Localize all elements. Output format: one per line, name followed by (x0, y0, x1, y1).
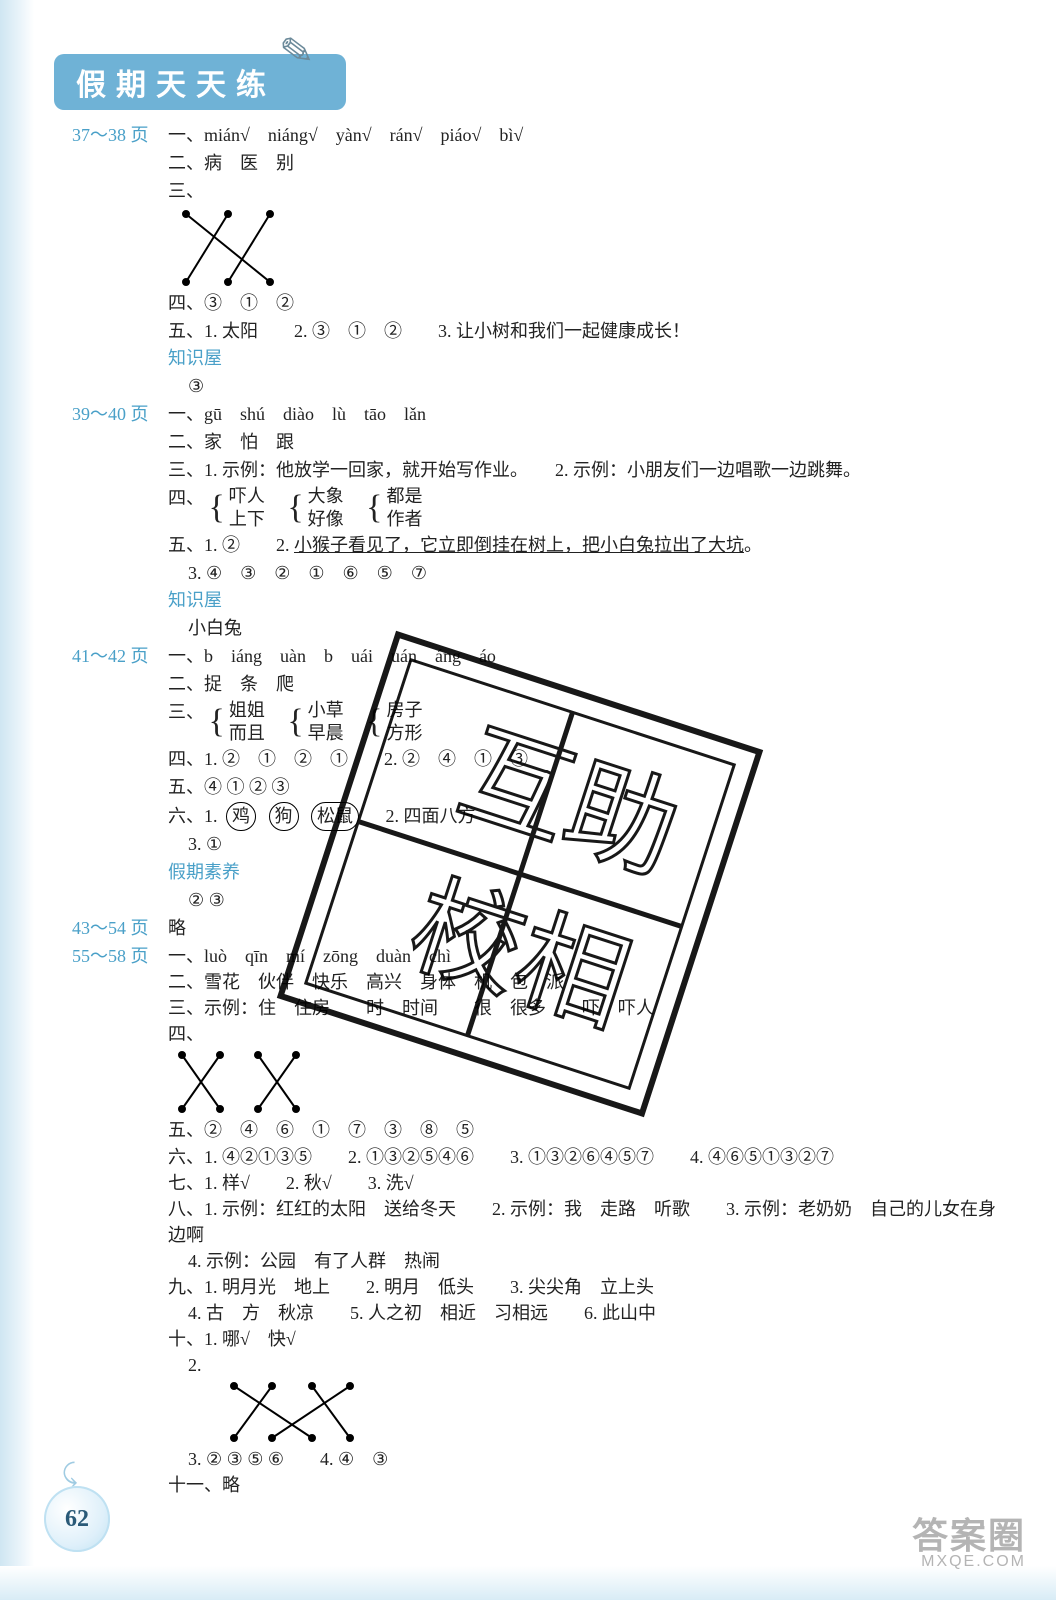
brace-item: 好像 (308, 508, 344, 531)
answer-line: 六、1. ④②①③⑤ 2. ①③②⑤④⑥ 3. ①③②⑥④⑤⑦ 4. ④⑥⑤①③… (168, 1144, 996, 1170)
text: 六、1. (168, 806, 222, 826)
answer-line: 六、1. 鸡 狗 松鼠 2. 四面八方 (168, 802, 996, 832)
page-left-margin (0, 0, 34, 1600)
answer-line: ③ (168, 373, 996, 401)
page-ref: 55～58 页 (72, 943, 168, 971)
matching-diagram (198, 1378, 368, 1446)
page-ref: 39～40 页 (72, 401, 168, 429)
answer-line: 十一、略 (168, 1472, 996, 1498)
answer-line: 五、1. ② 2. 小猴子看见了，它立即倒挂在树上，把小白兔拉出了大坑。 (168, 532, 996, 560)
label: 四、 (168, 488, 204, 508)
circled-word: 松鼠 (311, 802, 359, 832)
circled-word: 狗 (269, 802, 299, 832)
answer-line: 2. (168, 1352, 996, 1378)
answer-line: 四、 { 吓人上下 { 大象好像 { 都是作者 (168, 485, 996, 532)
answer-line: 一、b iáng uàn b uái uán áng áo (168, 643, 996, 671)
answer-line: 五、④ ① ② ③ (168, 774, 996, 802)
brace-item: 早晨 (308, 722, 344, 745)
brace-item: 房子 (386, 699, 422, 722)
answer-line: 二、捉 条 爬 (168, 671, 996, 699)
brace-item: 大象 (308, 485, 344, 508)
answer-line: 一、gū shú diào lù tāo lǎn (168, 401, 996, 429)
brace-group: { 姐姐而且 (209, 699, 265, 746)
watermark-url: MXQE.COM (912, 1554, 1026, 1570)
watermark-text: 答案圈 (912, 1518, 1026, 1554)
answer-line: 一、luò qīn mí zōng duàn chì (168, 943, 996, 969)
answer-line: 二、家 怕 跟 (168, 429, 996, 457)
circled-word: 鸡 (226, 802, 256, 832)
subsection-label: 知识屋 (168, 587, 996, 615)
page-bottom-margin (0, 1566, 1056, 1600)
matching-diagram (168, 206, 298, 290)
brace-item: 上下 (229, 508, 265, 531)
page-title: 假期天天练 (76, 60, 276, 104)
page-number-badge: 62 (44, 1486, 110, 1552)
subsection-label: 知识屋 (168, 345, 996, 373)
brace-icon: { (366, 491, 386, 525)
brace-icon: { (209, 705, 229, 739)
matching-diagram (168, 1047, 308, 1117)
answer-line: 3. ④ ③ ② ① ⑥ ⑤ ⑦ (168, 560, 996, 588)
brace-item: 小草 (308, 699, 344, 722)
text: 。 (744, 535, 762, 555)
brace-group: { 吓人上下 (209, 485, 265, 532)
brace-item: 都是 (386, 485, 422, 508)
answer-line: 二、病 医 别 (168, 150, 996, 178)
text: 五、1. ② 2. (168, 535, 294, 555)
answer-line: 二、雪花 伙伴 快乐 高兴 身体 机 包 派 (168, 969, 996, 995)
brace-icon: { (209, 491, 229, 525)
answer-line: 3. ② ③ ⑤ ⑥ 4. ④ ③ (168, 1446, 996, 1472)
answer-line: 八、1. 示例：红红的太阳 送给冬天 2. 示例：我 走路 听歌 3. 示例：老… (168, 1196, 996, 1248)
answer-line: 四、 (168, 1021, 996, 1047)
underlined-text: 小猴子看见了，它立即倒挂在树上，把小白兔拉出了大坑 (294, 535, 744, 555)
answer-line: 3. ① (168, 831, 996, 859)
answer-line: 略 (168, 915, 996, 943)
answer-line: 七、1. 样√ 2. 秋√ 3. 洗√ (168, 1170, 996, 1196)
answer-line: 五、1. 太阳 2. ③ ① ② 3. 让小树和我们一起健康成长！ (168, 318, 996, 346)
answer-line: 四、③ ① ② (168, 290, 996, 318)
source-watermark: 答案圈 MXQE.COM (912, 1518, 1026, 1570)
answer-line: 三、 { 姐姐而且 { 小草早晨 { 房子方形 (168, 699, 996, 746)
brace-item: 吓人 (229, 485, 265, 508)
answer-line: 一、mián√ niáng√ yàn√ rán√ piáo√ bì√ (168, 122, 996, 150)
brace-icon: { (287, 705, 307, 739)
page-ref: 41～42 页 (72, 643, 168, 671)
subsection-label: 假期素养 (168, 859, 996, 887)
page-ref: 43～54 页 (72, 915, 168, 943)
brace-group: { 都是作者 (366, 485, 422, 532)
answer-line: 三、示例：住 住房 时 时间 很 很多 吓 吓人 (168, 995, 996, 1021)
text: 2. 四面八方 (368, 806, 476, 826)
page-number: 62 (65, 1506, 89, 1533)
title-decoration-icon: ✎ (277, 26, 317, 77)
answer-line: 小白兔 (168, 615, 996, 643)
answer-line: 4. 示例：公园 有了人群 热闹 (168, 1248, 996, 1274)
brace-group: { 小草早晨 (287, 699, 343, 746)
answer-line: 四、1. ② ① ② ① 2. ② ④ ① ③ (168, 746, 996, 774)
answer-line: 三、 (168, 178, 996, 206)
brace-group: { 房子方形 (366, 699, 422, 746)
brace-item: 作者 (386, 508, 422, 531)
brace-item: 而且 (229, 722, 265, 745)
page-ref: 37～38 页 (72, 122, 168, 150)
brace-group: { 大象好像 (287, 485, 343, 532)
answer-line: ② ③ (168, 887, 996, 915)
answer-line: 十、1. 哪√ 快√ (168, 1326, 996, 1352)
answer-content: 37～38 页 一、mián√ niáng√ yàn√ rán√ piáo√ b… (72, 122, 996, 1499)
brace-item: 方形 (386, 722, 422, 745)
brace-icon: { (366, 705, 386, 739)
brace-item: 姐姐 (229, 699, 265, 722)
label: 三、 (168, 702, 204, 722)
answer-line: 4. 古 方 秋凉 5. 人之初 相近 习相远 6. 此山中 (168, 1300, 996, 1326)
answer-line: 三、1. 示例：他放学一回家，就开始写作业。 2. 示例：小朋友们一边唱歌一边跳… (168, 457, 996, 485)
answer-line: 五、② ④ ⑥ ① ⑦ ③ ⑧ ⑤ (168, 1117, 996, 1143)
answer-line: 九、1. 明月光 地上 2. 明月 低头 3. 尖尖角 立上头 (168, 1274, 996, 1300)
brace-icon: { (287, 491, 307, 525)
